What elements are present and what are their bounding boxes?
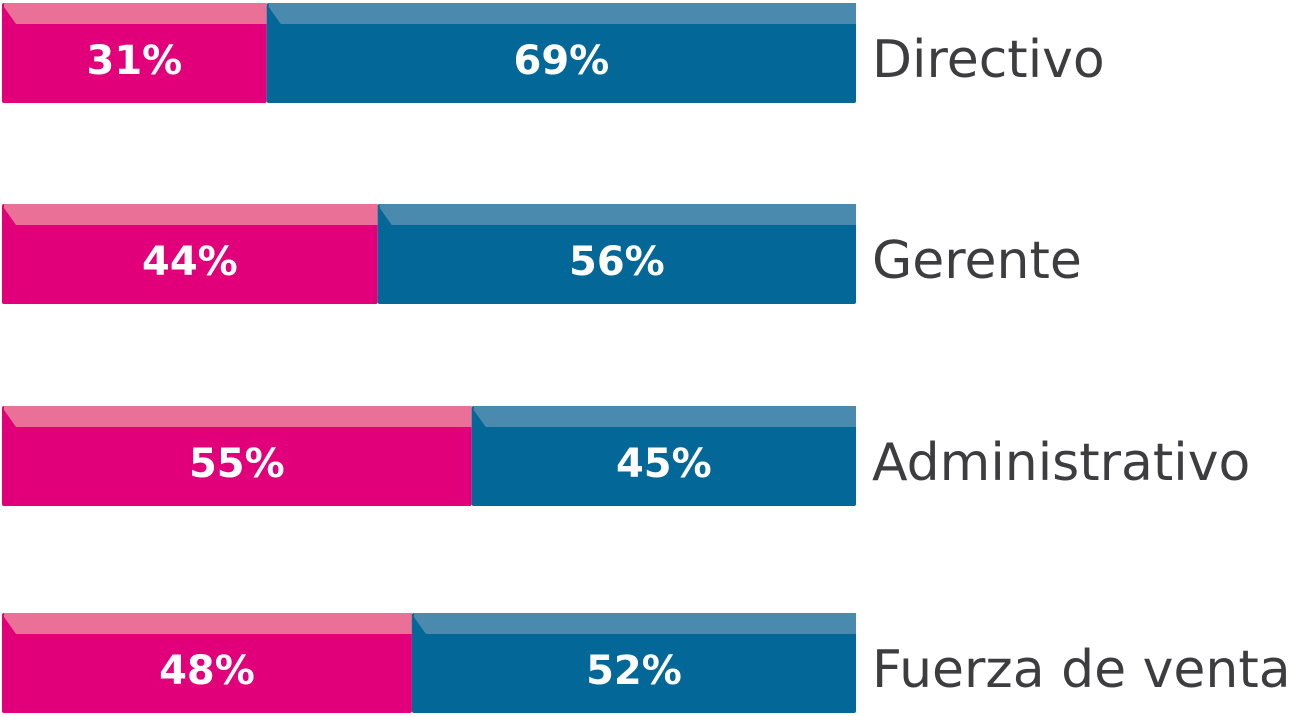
bar-segment-female xyxy=(2,3,267,103)
data-label: 45% xyxy=(616,441,712,487)
bar-segment-highlight xyxy=(4,3,267,24)
data-label: 56% xyxy=(569,239,665,285)
bar-segment-female xyxy=(2,406,472,506)
bar-segment-male xyxy=(266,3,856,103)
category-label: Directivo xyxy=(872,30,1105,90)
data-label: 69% xyxy=(513,38,609,84)
bar-segment-highlight xyxy=(4,406,472,427)
bar-segment-highlight xyxy=(4,613,412,634)
bar-segment-male xyxy=(471,406,856,506)
bar-segment-male xyxy=(377,204,856,304)
bar-segment-female xyxy=(2,613,412,713)
category-label: Administrativo xyxy=(872,433,1250,493)
bar-segment-highlight xyxy=(268,3,856,24)
data-label: 44% xyxy=(142,239,238,285)
bar-segment-highlight xyxy=(4,204,378,225)
category-label: Fuerza de ventas xyxy=(872,640,1293,700)
bar-segment-highlight xyxy=(413,613,856,634)
data-label: 31% xyxy=(86,38,182,84)
data-label: 48% xyxy=(159,648,255,694)
bar-segment-highlight xyxy=(473,406,856,427)
bar-segment-highlight xyxy=(379,204,856,225)
data-label: 52% xyxy=(586,648,682,694)
bar-segment-male xyxy=(411,613,856,713)
bar-segment-female xyxy=(2,204,378,304)
data-label: 55% xyxy=(189,441,285,487)
category-label: Gerente xyxy=(872,231,1082,291)
